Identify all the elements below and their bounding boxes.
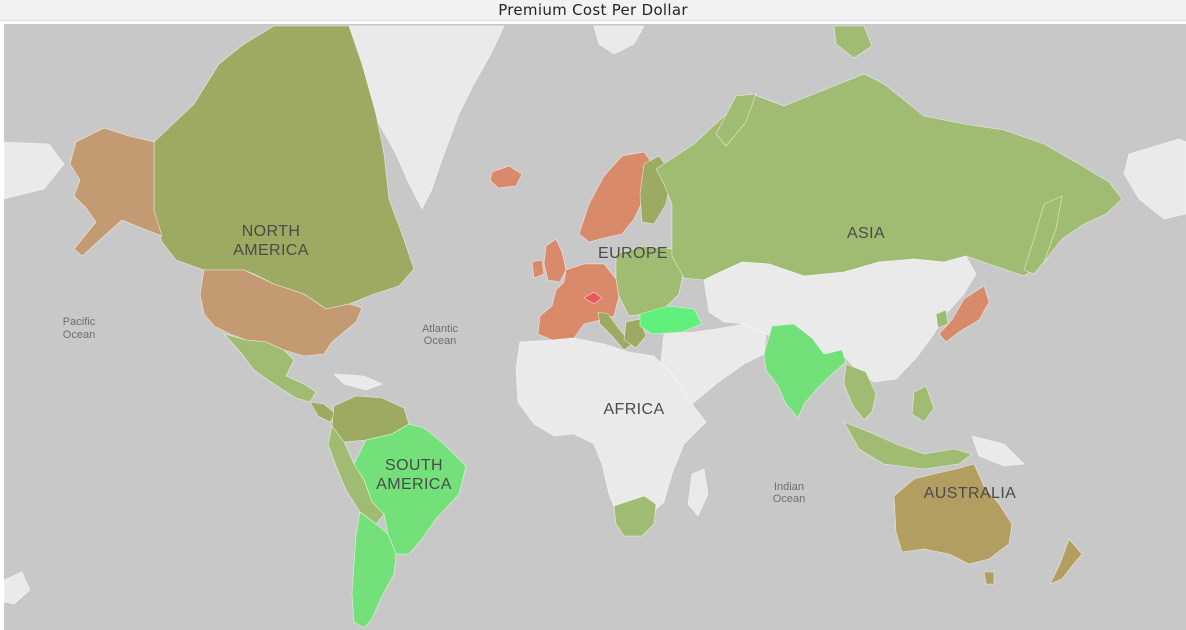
country-usa[interactable] bbox=[199, 269, 363, 357]
world-map[interactable]: NORTH AMERICA SOUTH AMERICA EUROPE ASIA … bbox=[4, 24, 1186, 630]
country-chile-argentina[interactable] bbox=[351, 511, 397, 629]
country-united-kingdom[interactable] bbox=[543, 238, 567, 283]
country-ireland[interactable] bbox=[531, 259, 545, 279]
country-korea[interactable] bbox=[935, 309, 949, 329]
alaska-west-tip[interactable] bbox=[4, 141, 65, 200]
arctic-islands-east[interactable] bbox=[593, 25, 645, 55]
label-south-america-line1: SOUTH bbox=[385, 457, 443, 474]
country-peru-bolivia[interactable] bbox=[327, 425, 385, 525]
label-pacific-line2: Ocean bbox=[63, 329, 95, 341]
visual-header: Premium Cost Per Dollar bbox=[0, 0, 1186, 21]
label-pacific-line1: Pacific bbox=[63, 316, 96, 328]
label-australia: AUSTRALIA bbox=[924, 485, 1017, 502]
label-atlantic-line2: Ocean bbox=[424, 335, 456, 347]
label-north-america-line1: NORTH bbox=[242, 223, 301, 240]
new-guinea[interactable] bbox=[971, 435, 1025, 467]
russia-novaya-zemlya[interactable] bbox=[715, 93, 757, 147]
country-new-zealand[interactable] bbox=[1049, 538, 1083, 585]
far-east-tip[interactable] bbox=[1123, 138, 1186, 220]
country-france-spain-western-europe[interactable] bbox=[537, 263, 620, 341]
country-usa-alaska[interactable] bbox=[69, 127, 163, 257]
country-turkey[interactable] bbox=[639, 305, 703, 335]
country-philippines[interactable] bbox=[911, 385, 935, 423]
label-indian-line2: Ocean bbox=[773, 493, 805, 505]
country-madagascar[interactable] bbox=[687, 468, 709, 517]
country-iceland[interactable] bbox=[489, 165, 523, 189]
country-southeast-asia[interactable] bbox=[843, 363, 877, 421]
country-japan[interactable] bbox=[938, 285, 990, 343]
tasmania[interactable] bbox=[983, 571, 995, 585]
country-indonesia[interactable] bbox=[843, 421, 973, 470]
country-africa[interactable] bbox=[515, 337, 707, 520]
country-mexico[interactable] bbox=[223, 333, 317, 403]
country-australia[interactable] bbox=[893, 463, 1013, 565]
country-south-africa[interactable] bbox=[613, 495, 657, 537]
kamchatka[interactable] bbox=[1023, 195, 1063, 275]
label-south-america-line2: AMERICA bbox=[376, 476, 452, 493]
country-india[interactable] bbox=[763, 323, 847, 419]
label-atlantic-line1: Atlantic bbox=[422, 323, 459, 335]
label-africa: AFRICA bbox=[603, 401, 664, 418]
label-europe: EUROPE bbox=[598, 245, 668, 262]
map-canvas[interactable]: NORTH AMERICA SOUTH AMERICA EUROPE ASIA … bbox=[4, 24, 1186, 630]
label-north-america-line2: AMERICA bbox=[233, 242, 309, 259]
caribbean[interactable] bbox=[333, 373, 383, 391]
label-asia: ASIA bbox=[847, 225, 885, 242]
label-indian-line1: Indian bbox=[774, 481, 804, 493]
russia-arctic-islands-north[interactable] bbox=[833, 25, 873, 59]
country-switzerland[interactable] bbox=[583, 291, 603, 305]
visual-title: Premium Cost Per Dollar bbox=[498, 1, 688, 19]
antarctic-fragment[interactable] bbox=[4, 571, 31, 605]
country-italy[interactable] bbox=[597, 311, 633, 351]
